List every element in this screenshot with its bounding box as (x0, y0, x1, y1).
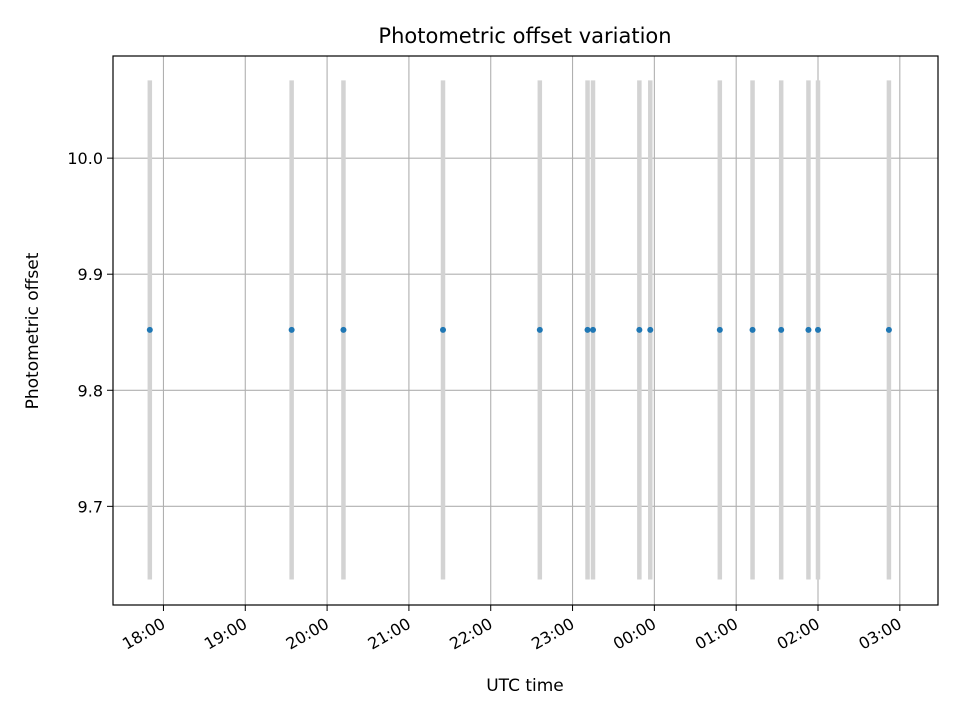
y-axis-label: Photometric offset (23, 252, 43, 409)
data-point (440, 326, 446, 333)
data-points (146, 326, 892, 333)
x-axis-label: UTC time (486, 676, 564, 696)
data-point (584, 326, 591, 333)
data-point (340, 326, 347, 333)
data-point (636, 326, 643, 333)
data-point (778, 326, 785, 333)
data-point (590, 326, 596, 333)
y-axis-ticks: 9.7 9.8 9.9 10.0 (67, 149, 113, 516)
y-tick-label: 9.8 (78, 381, 103, 400)
y-tick-label: 9.7 (78, 497, 103, 516)
chart-title: Photometric offset variation (378, 24, 671, 48)
plot-frame (112, 55, 939, 606)
data-point (288, 326, 295, 333)
y-tick-label: 9.9 (78, 265, 103, 284)
data-point (815, 326, 821, 333)
data-point (749, 326, 756, 333)
data-point (647, 326, 654, 333)
data-point (716, 326, 723, 333)
y-tick-label: 10.0 (67, 149, 103, 168)
data-point (146, 326, 153, 333)
data-point (805, 326, 812, 333)
data-point (536, 326, 543, 333)
data-point (885, 326, 892, 333)
